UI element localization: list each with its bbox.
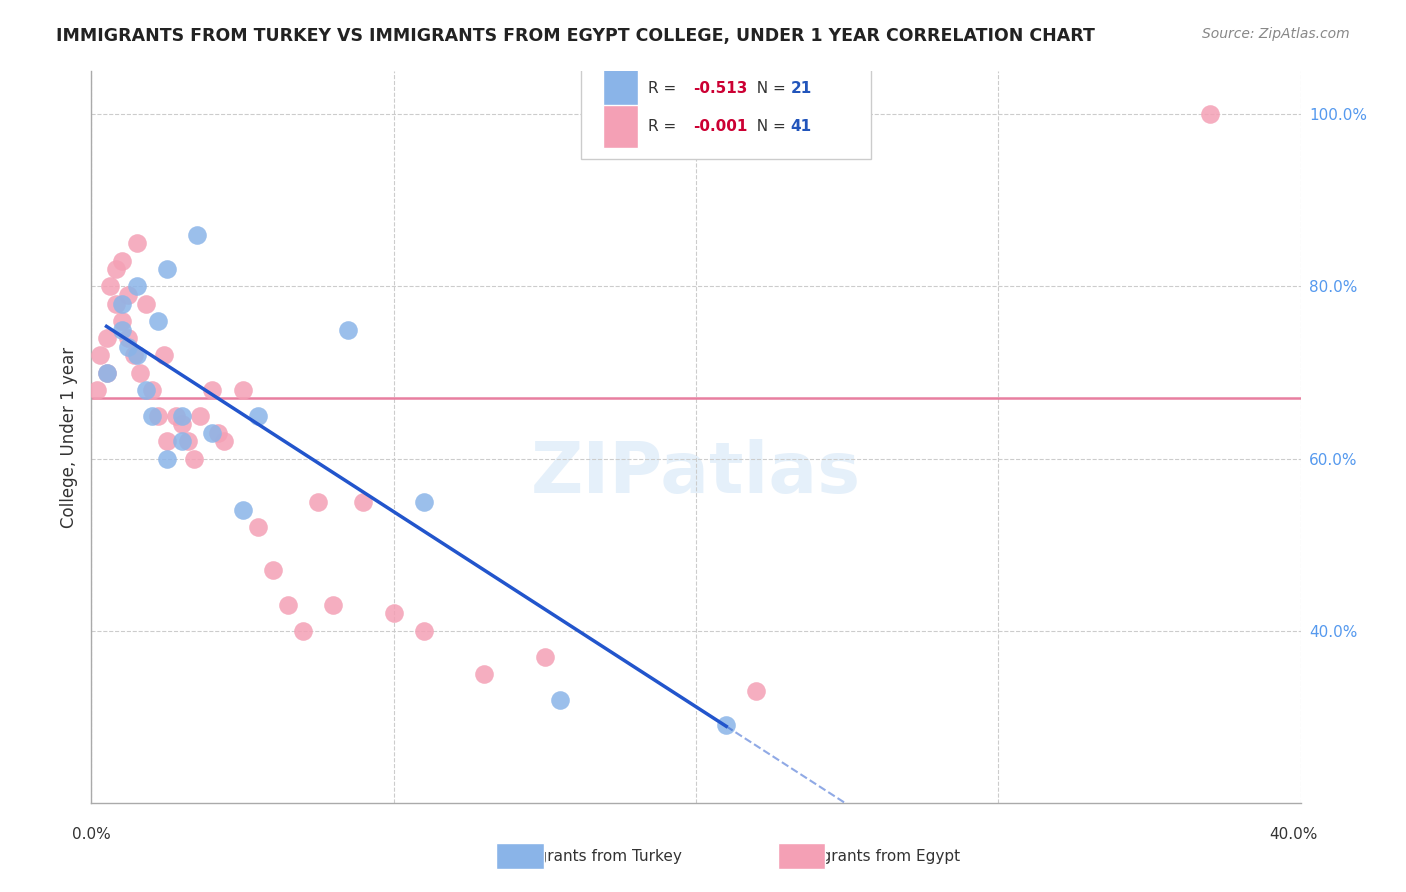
Point	[96, 366, 118, 380]
Point	[96, 366, 118, 380]
Text: 21: 21	[790, 80, 811, 95]
Text: -0.513: -0.513	[693, 80, 748, 95]
FancyBboxPatch shape	[581, 57, 872, 159]
Text: N =: N =	[747, 119, 790, 134]
Point	[337, 322, 360, 336]
Point	[231, 503, 253, 517]
Point	[186, 227, 208, 242]
Point	[128, 366, 150, 380]
FancyBboxPatch shape	[603, 104, 638, 148]
Point	[214, 434, 236, 449]
Point	[156, 451, 179, 466]
Point	[246, 520, 269, 534]
Text: 40.0%: 40.0%	[1270, 827, 1317, 841]
Point	[86, 383, 108, 397]
Point	[172, 434, 194, 449]
Text: Immigrants from Turkey: Immigrants from Turkey	[499, 849, 682, 863]
Point	[307, 494, 329, 508]
Point	[413, 624, 436, 638]
Point	[104, 296, 127, 310]
Point	[117, 288, 139, 302]
Point	[1198, 107, 1220, 121]
Point	[201, 383, 224, 397]
Point	[156, 434, 179, 449]
Text: -0.001: -0.001	[693, 119, 748, 134]
Point	[172, 417, 194, 432]
Point	[352, 494, 374, 508]
Point	[146, 314, 169, 328]
Point	[472, 666, 495, 681]
Point	[117, 331, 139, 345]
Point	[533, 649, 555, 664]
Point	[117, 340, 139, 354]
Point	[262, 564, 284, 578]
Point	[125, 279, 148, 293]
Point	[231, 383, 253, 397]
Point	[141, 383, 163, 397]
Point	[125, 348, 148, 362]
Point	[153, 348, 176, 362]
Point	[714, 718, 737, 732]
Point	[135, 296, 157, 310]
Point	[188, 409, 211, 423]
Point	[413, 494, 436, 508]
Point	[745, 684, 768, 698]
Point	[322, 598, 344, 612]
Point	[89, 348, 111, 362]
Text: 0.0%: 0.0%	[72, 827, 111, 841]
Point	[183, 451, 205, 466]
Point	[382, 607, 405, 621]
Point	[141, 409, 163, 423]
Point	[548, 692, 571, 706]
Point	[146, 409, 169, 423]
Point	[292, 624, 315, 638]
Point	[246, 409, 269, 423]
Text: Immigrants from Egypt: Immigrants from Egypt	[783, 849, 960, 863]
Text: ZIPatlas: ZIPatlas	[531, 439, 860, 508]
Text: IMMIGRANTS FROM TURKEY VS IMMIGRANTS FROM EGYPT COLLEGE, UNDER 1 YEAR CORRELATIO: IMMIGRANTS FROM TURKEY VS IMMIGRANTS FRO…	[56, 27, 1095, 45]
FancyBboxPatch shape	[603, 67, 638, 110]
Point	[177, 434, 200, 449]
Point	[111, 296, 132, 310]
Point	[277, 598, 299, 612]
Point	[104, 262, 127, 277]
Point	[135, 383, 157, 397]
Point	[125, 236, 148, 251]
Point	[172, 409, 194, 423]
Text: R =: R =	[648, 80, 681, 95]
Point	[111, 314, 132, 328]
Text: N =: N =	[747, 80, 790, 95]
Point	[98, 279, 121, 293]
Point	[201, 425, 224, 440]
Point	[156, 262, 179, 277]
Point	[165, 409, 187, 423]
Text: Source: ZipAtlas.com: Source: ZipAtlas.com	[1202, 27, 1350, 41]
Point	[111, 322, 132, 336]
Point	[122, 348, 145, 362]
Point	[96, 331, 118, 345]
Point	[207, 425, 229, 440]
Point	[111, 253, 132, 268]
Text: R =: R =	[648, 119, 681, 134]
Text: 41: 41	[790, 119, 811, 134]
Y-axis label: College, Under 1 year: College, Under 1 year	[59, 346, 77, 528]
